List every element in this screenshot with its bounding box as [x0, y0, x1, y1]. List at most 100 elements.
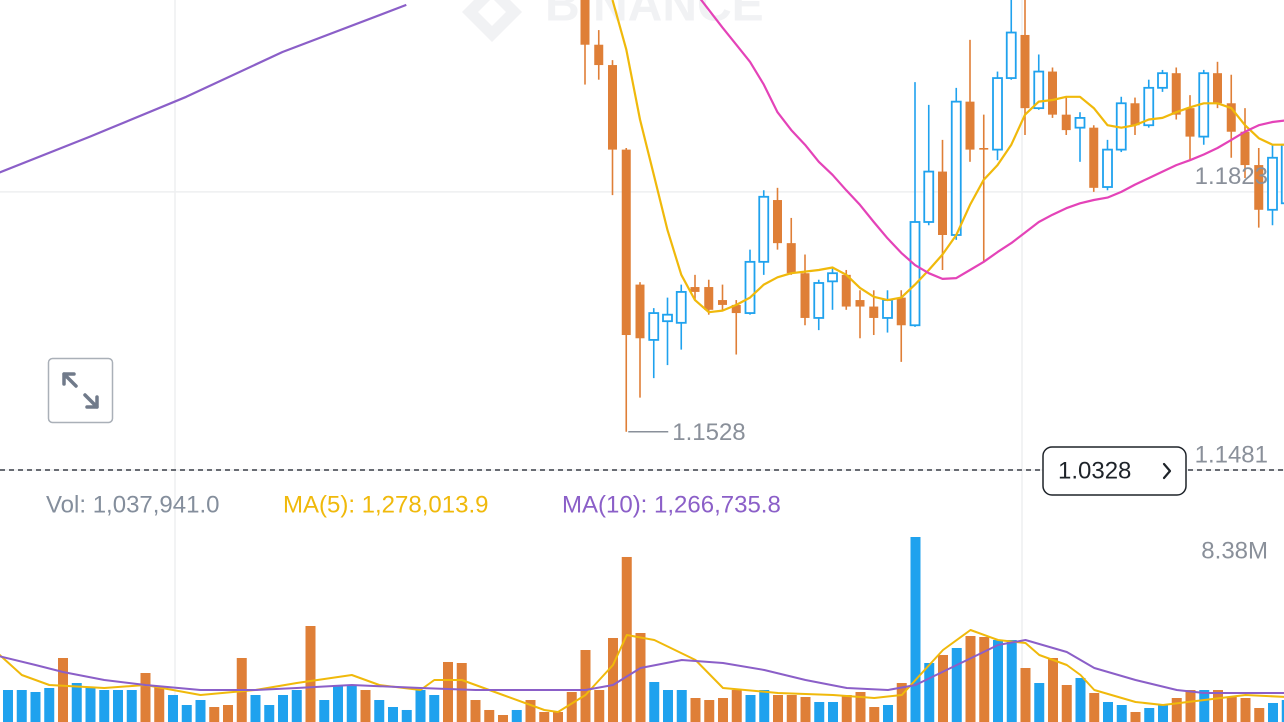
volume-bar — [1089, 692, 1100, 722]
candle-body — [1061, 114, 1071, 131]
volume-bar — [580, 650, 591, 722]
candle-body — [1089, 127, 1099, 188]
volume-bar — [594, 690, 605, 722]
volume-bar — [1116, 704, 1127, 722]
candle-body — [1130, 103, 1140, 126]
volume-bar — [278, 694, 288, 722]
volume-bar — [168, 694, 178, 722]
last-price-frame[interactable] — [1042, 446, 1187, 496]
volume-bar — [333, 684, 343, 722]
candle-body — [992, 77, 1003, 151]
candle-body — [648, 312, 660, 341]
expand-button[interactable] — [47, 357, 114, 424]
candle-body — [1157, 72, 1168, 89]
volume-bar — [539, 711, 550, 722]
volume-bar — [1268, 702, 1278, 722]
volume-legend: Vol: 1,037,941.0 — [46, 491, 219, 518]
volume-bar — [745, 694, 756, 722]
candle-body — [1033, 70, 1045, 110]
volume-bar — [1199, 690, 1210, 722]
volume-bar — [1185, 690, 1196, 722]
ma-line — [0, 639, 1284, 694]
volume-bar — [690, 698, 701, 722]
candle-body — [675, 291, 687, 324]
volume-bar — [223, 704, 233, 722]
volume-bar — [360, 690, 371, 722]
volume-panel — [0, 536, 1284, 722]
candle-body — [1185, 108, 1195, 137]
volume-bar — [126, 690, 137, 722]
y-tick-label: 1.1823 — [1195, 163, 1268, 190]
volume-bar — [649, 681, 660, 722]
candle-body — [608, 65, 617, 150]
volume-bar — [663, 690, 673, 722]
volume-bar — [951, 647, 962, 722]
volume-bar — [869, 707, 880, 722]
candle-body — [1005, 31, 1017, 79]
candle-body — [855, 300, 865, 307]
volume-bar — [1281, 700, 1284, 722]
last-price[interactable]: 1.0328 — [1058, 457, 1131, 484]
volume-bar — [883, 704, 893, 722]
candle-body — [662, 313, 673, 323]
volume-bar — [1240, 698, 1251, 722]
volume-bar — [305, 626, 316, 722]
volume-bar — [484, 709, 495, 722]
candle-body — [938, 171, 947, 235]
candle-body — [1074, 117, 1086, 129]
volume-bar — [1048, 657, 1058, 722]
volume-bar — [401, 709, 412, 722]
candle-body — [979, 147, 989, 150]
candle-body — [786, 243, 796, 274]
candle-body — [704, 287, 714, 310]
volume-bar — [1020, 667, 1031, 722]
volume-bar — [635, 632, 646, 722]
candle-body — [923, 170, 935, 223]
candle-body — [635, 284, 645, 339]
volume-bar — [1158, 704, 1168, 722]
candle-body — [1171, 73, 1181, 115]
volume-bar — [855, 691, 866, 722]
candle-body — [580, 0, 590, 45]
ma-line — [699, 0, 1284, 280]
candle-body — [718, 300, 727, 305]
last-price-box[interactable]: 1.0328 — [1042, 446, 1187, 496]
candle-body — [758, 195, 770, 263]
volume-bar — [828, 701, 838, 722]
volume-bar — [773, 694, 783, 722]
expand-icon[interactable] — [62, 372, 99, 409]
chevron-icon[interactable] — [1162, 462, 1172, 480]
candle-body — [1240, 131, 1250, 166]
volume-bar — [415, 690, 426, 722]
volume-bar — [965, 636, 976, 722]
candle-body — [690, 287, 700, 292]
volume-bar — [566, 691, 577, 722]
watermark-logo — [462, 0, 522, 42]
volume-bar — [676, 690, 687, 722]
ma-line — [0, 3, 407, 174]
volume-bar — [814, 701, 825, 722]
volume-bar — [498, 715, 508, 722]
ma-line — [0, 629, 1284, 713]
candle-body — [1226, 103, 1236, 132]
candle-body — [896, 297, 906, 326]
volume-bar — [525, 700, 536, 722]
volume-bar — [374, 700, 385, 722]
expand-frame[interactable] — [47, 357, 114, 424]
candle-body — [1254, 165, 1264, 210]
candle-body — [800, 273, 810, 318]
candle-body — [731, 304, 741, 314]
volume-bar — [319, 700, 330, 722]
y-tick-label: 8.38M — [1201, 537, 1268, 564]
volume-bar — [608, 637, 618, 722]
volume-bar — [1061, 684, 1072, 722]
volume-bar — [924, 663, 935, 722]
candle-body — [1213, 73, 1222, 104]
volume-bar — [1144, 708, 1155, 722]
volume-bar — [346, 684, 357, 722]
y-tick-label: 1.1481 — [1195, 441, 1268, 468]
candle-body — [869, 306, 879, 318]
watermark-text: BINANCE — [545, 0, 764, 32]
